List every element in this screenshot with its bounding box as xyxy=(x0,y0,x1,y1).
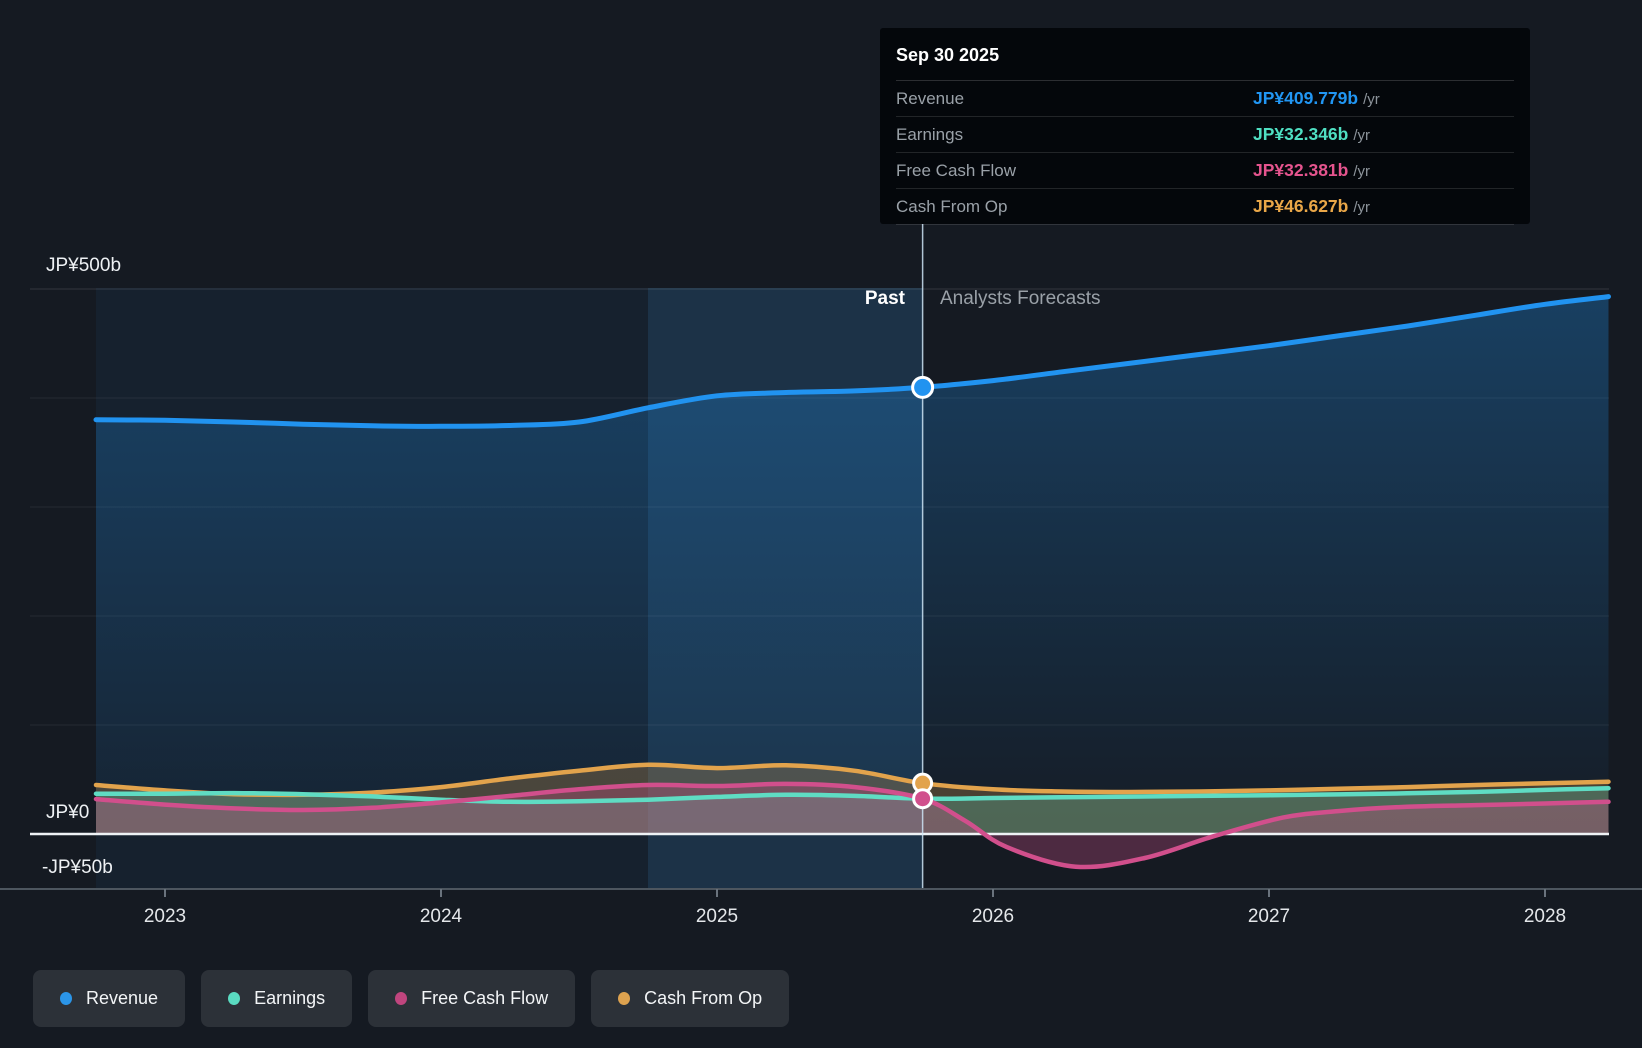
legend-button-earnings[interactable]: Earnings xyxy=(201,970,353,1027)
tooltip-row-earnings: Earnings JP¥32.346b/yr xyxy=(896,117,1514,153)
tooltip-row-free-cash-flow: Free Cash Flow JP¥32.381b/yr xyxy=(896,153,1514,189)
svg-text:JP¥500b: JP¥500b xyxy=(46,255,121,276)
svg-text:2025: 2025 xyxy=(696,906,738,927)
svg-text:2027: 2027 xyxy=(1248,906,1290,927)
legend-button-revenue[interactable]: Revenue xyxy=(33,970,186,1027)
revenue-dot-icon xyxy=(60,992,72,1005)
tooltip-row-revenue: Revenue JP¥409.779b/yr xyxy=(896,81,1514,117)
tooltip-date: Sep 30 2025 xyxy=(896,28,1514,81)
svg-text:2028: 2028 xyxy=(1524,906,1566,927)
free-cash-flow-dot-icon xyxy=(395,992,408,1005)
forecast-zone-label: Analysts Forecasts xyxy=(940,288,1101,309)
legend-button-free-cash-flow[interactable]: Free Cash Flow xyxy=(368,970,576,1027)
svg-text:2024: 2024 xyxy=(420,906,463,927)
past-zone-label: Past xyxy=(864,288,905,309)
cash-from-op-dot-icon xyxy=(618,992,631,1005)
svg-text:2026: 2026 xyxy=(972,906,1014,927)
svg-text:-JP¥50b: -JP¥50b xyxy=(42,857,113,878)
svg-text:2023: 2023 xyxy=(144,906,186,927)
svg-text:JP¥0: JP¥0 xyxy=(46,802,89,823)
chart-tooltip: Sep 30 2025 Revenue JP¥409.779b/yr Earni… xyxy=(880,28,1530,225)
legend-button-cash-from-op[interactable]: Cash From Op xyxy=(591,970,790,1027)
chart-legend: Revenue Earnings Free Cash Flow Cash Fro… xyxy=(33,970,790,1027)
tooltip-row-cash-from-op: Cash From Op JP¥46.627b/yr xyxy=(896,189,1514,225)
earnings-dot-icon xyxy=(228,992,241,1005)
